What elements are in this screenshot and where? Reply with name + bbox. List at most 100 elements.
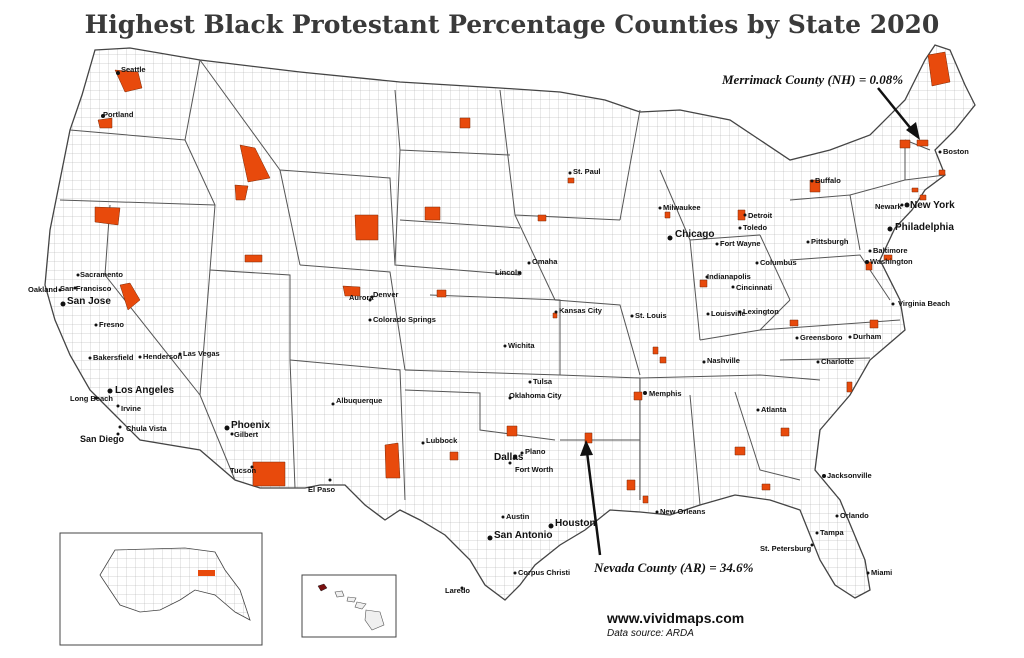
city-label: Fort Worth <box>515 465 554 474</box>
city-dot <box>715 242 719 246</box>
city-label: Cincinnati <box>736 283 772 292</box>
city-dot <box>743 213 747 217</box>
city-dot <box>891 302 895 306</box>
city-dot <box>568 171 572 175</box>
city-label: Columbus <box>760 258 797 267</box>
city-label: Baltimore <box>873 246 908 255</box>
city-dot <box>60 301 66 307</box>
city-label: St. Petersburg <box>760 544 812 553</box>
city-label: Lexington <box>743 307 779 316</box>
city-label: Houston <box>555 518 596 529</box>
city-dot <box>460 586 464 590</box>
city-dot <box>848 335 852 339</box>
city-label: San Francisco <box>60 284 112 293</box>
city-dot <box>822 474 826 478</box>
city-label: Boston <box>943 147 969 156</box>
city-label: Irvine <box>121 404 141 413</box>
city-dot <box>88 356 92 360</box>
city-label: Philadelphia <box>895 222 954 233</box>
city-dot <box>667 235 673 241</box>
city-label: Orlando <box>840 511 869 520</box>
city-dot <box>816 360 820 364</box>
city-label: Henderson <box>143 352 183 361</box>
city-label: Washington <box>870 257 913 266</box>
city-label: San Antonio <box>494 530 553 541</box>
city-label: Miami <box>871 568 892 577</box>
city-dot <box>101 114 105 118</box>
data-source: Data source: ARDA <box>607 628 694 639</box>
source-url: www.vividmaps.com <box>607 610 745 626</box>
city-dot <box>94 396 98 400</box>
city-label: Fresno <box>99 320 124 329</box>
city-label: Oakland <box>28 285 58 294</box>
city-label: Portland <box>103 110 134 119</box>
city-dot <box>528 380 532 384</box>
city-dot <box>58 288 62 292</box>
city-label: Lubbock <box>426 436 458 445</box>
city-dot <box>76 273 80 277</box>
city-dot <box>795 336 799 340</box>
city-label: Chicago <box>675 229 714 240</box>
city-label: Buffalo <box>815 176 841 185</box>
city-label: Tucson <box>230 466 257 475</box>
city-label: Sacramento <box>80 270 123 279</box>
city-label: New Orleans <box>660 507 705 516</box>
city-dot <box>224 425 230 431</box>
city-dot <box>815 531 819 535</box>
city-dot <box>868 249 872 253</box>
city-dot <box>706 312 710 316</box>
city-dot <box>487 535 493 541</box>
city-label: Milwaukee <box>663 203 701 212</box>
city-dot <box>230 432 234 436</box>
city-dot <box>810 179 814 183</box>
city-dot <box>554 310 558 314</box>
city-dot <box>138 355 142 359</box>
city-dot <box>94 323 98 327</box>
annotation-ar: Nevada County (AR) = 34.6% <box>594 560 754 575</box>
city-dot <box>503 344 507 348</box>
highlighted-counties <box>94 51 951 504</box>
map-title: Highest Black Protestant Percentage Coun… <box>84 10 940 39</box>
hawaii-inset <box>301 574 397 638</box>
city-label: St. Louis <box>635 311 667 320</box>
city-dot <box>508 396 512 400</box>
city-label: Charlotte <box>821 357 854 366</box>
alaska-inset <box>59 532 263 646</box>
city-label: Chula Vista <box>126 424 168 433</box>
city-dot <box>331 402 335 406</box>
city-label: Laredo <box>445 586 470 595</box>
state-borders <box>59 59 946 506</box>
city-dot <box>756 408 760 412</box>
city-dot <box>116 71 120 75</box>
city-label: Dallas <box>494 452 524 463</box>
city-dot <box>900 203 904 207</box>
city-dot <box>731 285 735 289</box>
city-label: Nashville <box>707 356 740 365</box>
city-label: Denver <box>373 290 399 299</box>
city-dot <box>702 360 706 364</box>
city-dot <box>513 571 517 575</box>
us-outline <box>44 44 976 601</box>
city-dot <box>835 514 839 518</box>
city-label: Long Beach <box>70 394 113 403</box>
city-label: Toledo <box>743 223 767 232</box>
city-label: Atlanta <box>761 405 787 414</box>
city-label: Greensboro <box>800 333 843 342</box>
city-dot <box>518 271 522 275</box>
city-label: Seattle <box>121 65 146 74</box>
city-label: Phoenix <box>231 420 270 431</box>
city-dot <box>806 240 810 244</box>
city-dot <box>370 295 374 299</box>
city-label: Newark <box>875 202 903 211</box>
city-dot <box>865 260 869 264</box>
city-label: San Jose <box>67 296 111 307</box>
city-dot <box>527 261 531 265</box>
annotation-nh: Merrimack County (NH) = 0.08% <box>722 72 904 87</box>
city-dot <box>866 571 870 575</box>
city-label: El Paso <box>308 485 336 494</box>
city-dot <box>810 543 814 547</box>
city-label: Tulsa <box>533 377 553 386</box>
city-dot <box>655 510 659 514</box>
city-label: Omaha <box>532 257 558 266</box>
